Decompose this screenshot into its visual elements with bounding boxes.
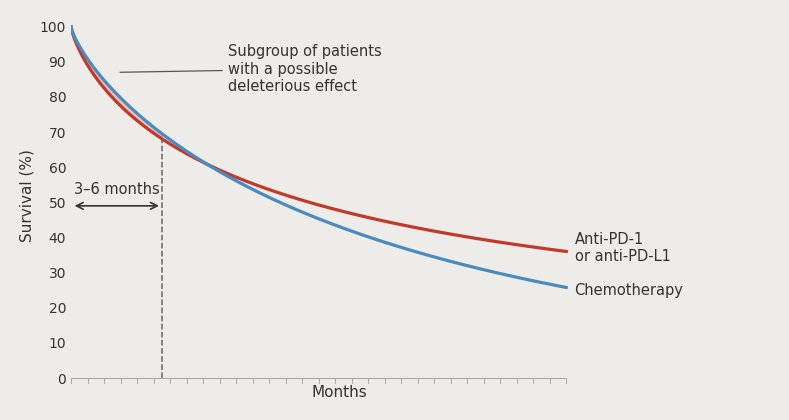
X-axis label: Months: Months	[312, 385, 367, 400]
Text: Anti-PD-1
or anti-PD-L1: Anti-PD-1 or anti-PD-L1	[574, 232, 671, 264]
Text: Chemotherapy: Chemotherapy	[574, 284, 683, 299]
Text: 3–6 months: 3–6 months	[73, 182, 159, 197]
Text: Subgroup of patients
with a possible
deleterious effect: Subgroup of patients with a possible del…	[120, 44, 382, 94]
Y-axis label: Survival (%): Survival (%)	[19, 149, 34, 242]
